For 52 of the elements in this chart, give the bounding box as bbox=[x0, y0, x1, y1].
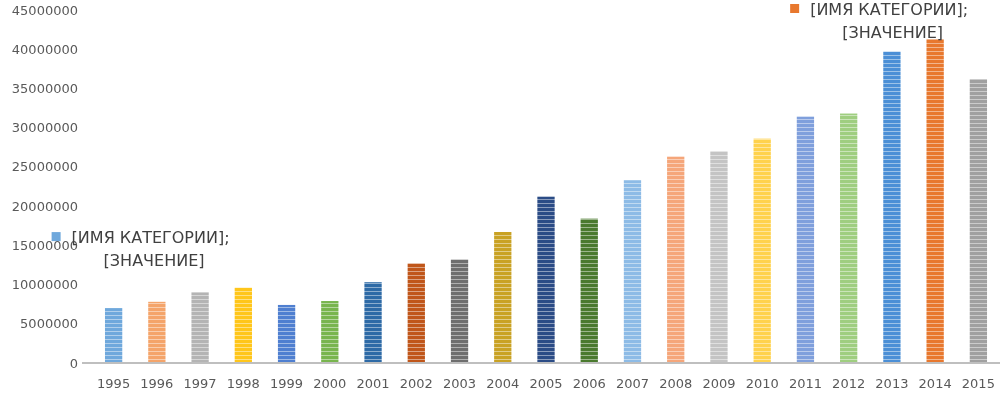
y-tick-label: 40000000 bbox=[11, 41, 78, 57]
x-tick-label: 2001 bbox=[356, 376, 390, 391]
y-tick-label: 30000000 bbox=[11, 120, 78, 136]
bar bbox=[840, 113, 858, 363]
bar bbox=[537, 196, 555, 363]
annotation: [ИМЯ КАТЕГОРИИ]; [ЗНАЧЕНИЕ] bbox=[810, 0, 969, 42]
bar bbox=[148, 301, 166, 363]
bar bbox=[969, 79, 988, 363]
bar bbox=[104, 308, 123, 363]
x-tick-label: 1999 bbox=[270, 376, 304, 391]
y-tick-label: 35000000 bbox=[11, 80, 78, 96]
bar bbox=[450, 259, 469, 363]
bar bbox=[926, 39, 944, 363]
x-tick-label: 1996 bbox=[140, 376, 174, 391]
x-tick-label: 2004 bbox=[486, 376, 520, 391]
x-tick-label: 2003 bbox=[442, 376, 477, 391]
y-tick-label: 5000000 bbox=[20, 316, 78, 332]
x-tick-label: 2002 bbox=[399, 376, 433, 391]
bar bbox=[234, 287, 252, 363]
x-tick-label: 2007 bbox=[615, 376, 650, 391]
x-tick-label: 2000 bbox=[313, 376, 347, 391]
bar bbox=[191, 292, 209, 363]
y-tick-label: 25000000 bbox=[11, 159, 78, 175]
x-tick-label: 2015 bbox=[961, 376, 995, 391]
bar bbox=[494, 232, 512, 363]
bar bbox=[883, 51, 901, 363]
x-tick-label: 2005 bbox=[529, 376, 563, 391]
y-tick-label: 20000000 bbox=[11, 198, 78, 214]
bar bbox=[277, 304, 296, 363]
bar bbox=[667, 156, 685, 363]
x-tick-label: 2006 bbox=[572, 376, 606, 391]
x-tick-label: 2010 bbox=[745, 376, 779, 391]
bar bbox=[710, 151, 728, 363]
bar bbox=[623, 180, 642, 363]
x-tick-label: 2008 bbox=[659, 376, 693, 391]
x-tick-label: 1998 bbox=[226, 376, 260, 391]
x-tick-label: 2009 bbox=[702, 376, 736, 391]
bar bbox=[321, 301, 339, 363]
bar bbox=[796, 116, 815, 363]
x-tick-label: 2012 bbox=[832, 376, 866, 391]
bar bbox=[364, 282, 382, 363]
x-tick-label: 2011 bbox=[788, 376, 822, 391]
y-tick-label: 10000000 bbox=[11, 277, 78, 293]
bar bbox=[580, 218, 598, 363]
y-tick-label: 45000000 bbox=[11, 2, 78, 18]
x-tick-label: 2014 bbox=[918, 376, 952, 391]
x-tick-label: 1995 bbox=[97, 376, 131, 391]
bar bbox=[407, 263, 425, 363]
x-tick-label: 1997 bbox=[183, 376, 217, 391]
y-tick-label: 0 bbox=[69, 355, 78, 371]
bar bbox=[753, 138, 771, 363]
x-tick-label: 2013 bbox=[875, 376, 909, 391]
